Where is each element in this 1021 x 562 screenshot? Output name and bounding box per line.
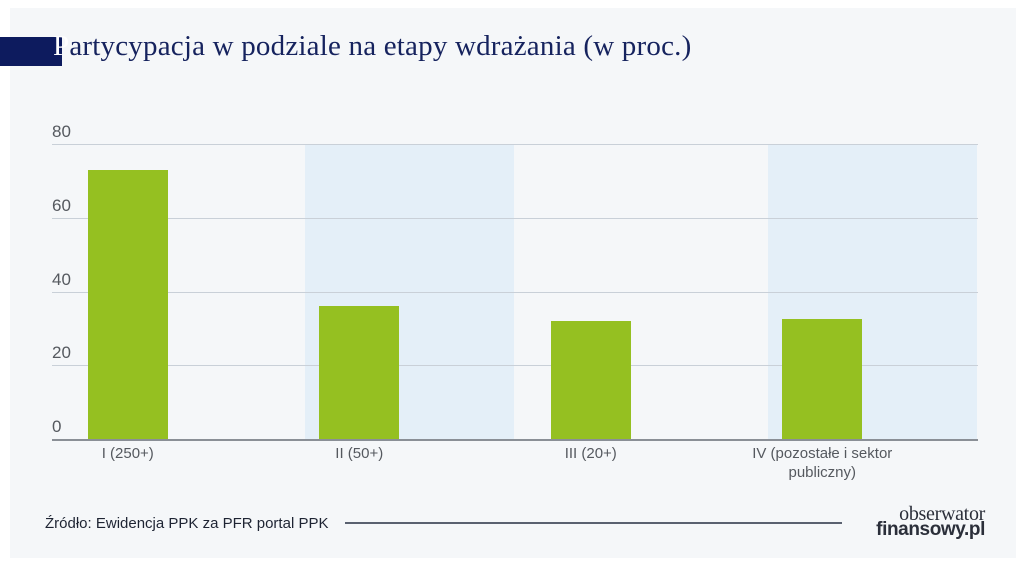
bar bbox=[782, 319, 863, 439]
chart-title: Partycypacja w podziale na etapy wdrażan… bbox=[53, 30, 691, 63]
x-category-label: I (250+) bbox=[18, 444, 238, 463]
gridline bbox=[52, 217, 978, 219]
x-label-line: IV (pozostałe i sektor bbox=[752, 445, 893, 462]
x-label-line: III (20+) bbox=[564, 445, 617, 462]
x-axis bbox=[52, 439, 978, 441]
bar bbox=[550, 321, 631, 439]
logo-line-2: finansowy.pl bbox=[876, 519, 985, 540]
y-tick-label: 0 bbox=[52, 417, 62, 436]
gridline bbox=[52, 144, 978, 145]
gridline bbox=[52, 365, 978, 367]
brand-logo: obserwator finansowy.pl bbox=[860, 503, 985, 540]
source-note: Źródło: Ewidencja PPK za PFR portal PPK bbox=[45, 515, 329, 532]
x-category-label: II (50+) bbox=[249, 444, 469, 463]
bar bbox=[319, 306, 400, 439]
title-text: artycypacja w podziale na etapy wdrażani… bbox=[69, 30, 692, 62]
x-label-line: publiczny) bbox=[788, 464, 857, 481]
title-first-letter: P bbox=[53, 30, 70, 62]
bar bbox=[87, 169, 168, 439]
x-label-line: I (250+) bbox=[101, 445, 154, 462]
y-tick-label: 80 bbox=[52, 122, 71, 141]
x-label-line: II (50+) bbox=[335, 445, 384, 462]
logo-line-1: obserwator bbox=[899, 503, 985, 525]
title-accent-block bbox=[0, 37, 62, 66]
gridline bbox=[52, 291, 978, 293]
x-category-label: IV (pozostałe i sektor publiczny) bbox=[712, 444, 932, 482]
y-tick-label: 40 bbox=[52, 269, 71, 289]
y-tick-label: 60 bbox=[52, 195, 71, 215]
x-category-label: III (20+) bbox=[481, 444, 701, 463]
footer-divider bbox=[345, 522, 842, 524]
y-tick-label: 20 bbox=[52, 343, 71, 363]
